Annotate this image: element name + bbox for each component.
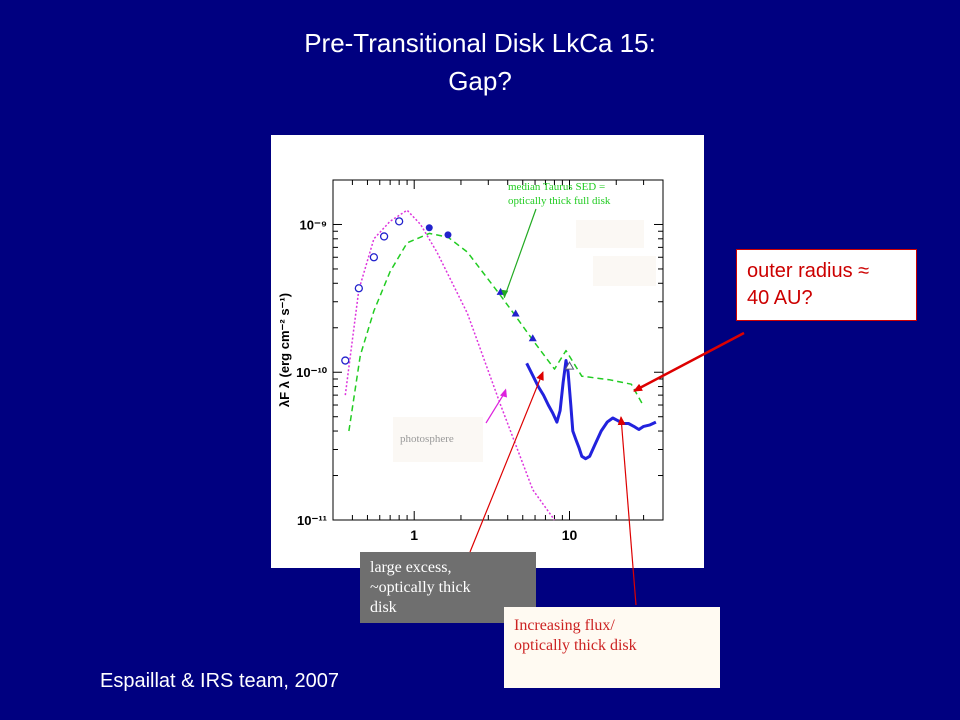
callout-line: 40 AU?	[747, 287, 813, 309]
blank-label-box	[593, 256, 656, 286]
increasing-flux-arrow	[617, 416, 637, 606]
callout-line: optically thick disk	[514, 637, 637, 654]
photosphere-annotation: photosphere	[400, 433, 454, 445]
x-tick-label: 1	[410, 527, 418, 543]
photosphere-label-box	[393, 417, 483, 462]
series-photosphere	[344, 209, 556, 521]
series-irs-spectrum	[525, 359, 657, 461]
callout-line: outer radius ≈	[747, 260, 870, 282]
median-sed-arrowhead	[501, 289, 509, 298]
photosphere-arrowhead	[499, 388, 507, 398]
data-point	[354, 284, 363, 293]
callout-line: ~optically thick	[370, 579, 471, 596]
sed-chart: 1 10 10⁻¹¹ 10⁻¹⁰ 10⁻⁹ λF λ (erg cm⁻² s⁻¹) medi…	[277, 179, 664, 543]
y-tick-label: 10⁻⁹	[300, 217, 328, 232]
data-point	[444, 231, 452, 239]
callout-line: Increasing flux/	[514, 617, 615, 634]
data-point	[341, 356, 350, 365]
chart-panel: 1 10 10⁻¹¹ 10⁻¹⁰ 10⁻⁹ λF λ (erg cm⁻² s⁻¹) medi…	[271, 135, 704, 568]
citation: Espaillat & IRS team, 2007	[100, 670, 340, 692]
data-point	[379, 232, 389, 241]
outer-radius-arrow	[633, 331, 745, 393]
data-point	[425, 224, 433, 232]
data-point	[395, 217, 404, 226]
y-tick-label: 10⁻¹¹	[297, 513, 327, 528]
median-sed-annotation: optically thick full disk	[508, 195, 611, 207]
data-point	[528, 334, 537, 342]
x-tick-label: 10	[562, 527, 578, 543]
y-tick-label: 10⁻¹⁰	[296, 365, 328, 380]
data-point	[511, 309, 520, 317]
series-median-taurus-sed	[348, 232, 645, 432]
callout-line: large excess,	[370, 559, 452, 576]
median-sed-annotation: median Taurus SED =	[508, 181, 605, 193]
data-point	[369, 253, 379, 262]
plot-frame	[332, 179, 664, 521]
y-axis-label: λF λ (erg cm⁻² s⁻¹)	[277, 293, 292, 407]
slide-title-line2: Gap?	[448, 66, 512, 96]
callout-line: disk	[370, 599, 397, 616]
outer-radius-callout: outer radius ≈ 40 AU?	[736, 249, 917, 321]
slide-title-line1: Pre-Transitional Disk LkCa 15:	[304, 28, 656, 58]
blank-label-box	[576, 220, 644, 248]
data-point	[564, 361, 575, 370]
median-sed-arrow	[503, 208, 537, 298]
large-excess-arrow	[469, 371, 544, 553]
increasing-flux-callout: Increasing flux/ optically thick disk	[504, 607, 720, 688]
